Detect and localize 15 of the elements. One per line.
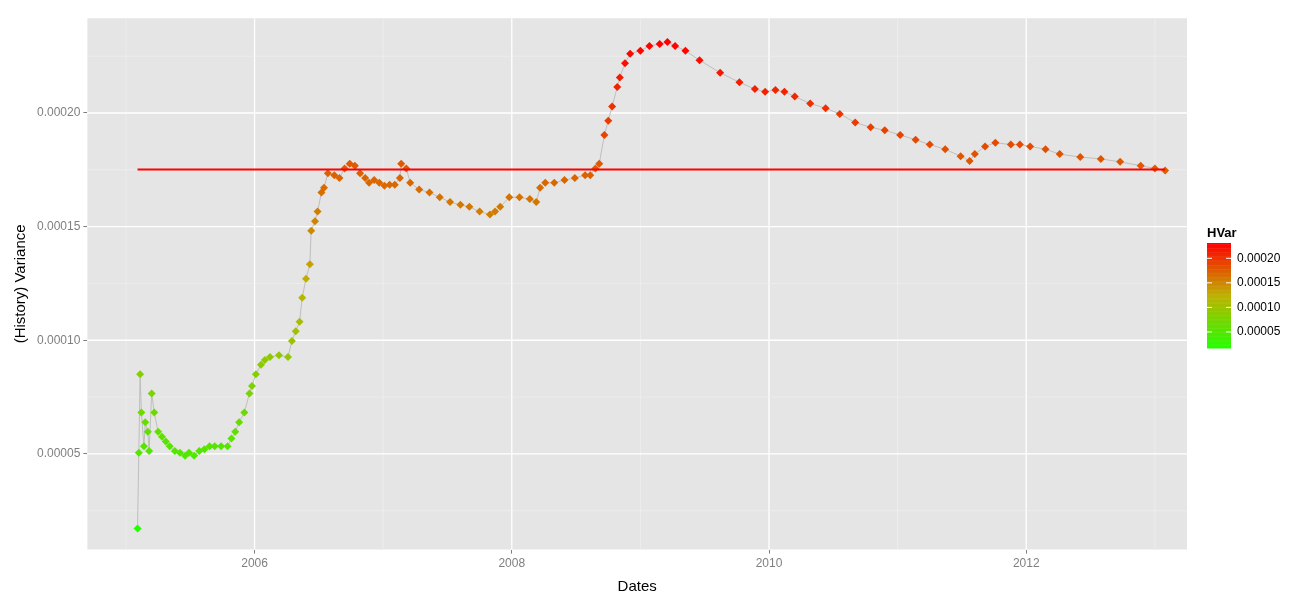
y-tick-label: 0.00020	[36, 105, 81, 120]
y-tick-label: 0.00005	[36, 446, 81, 461]
color-bar-title: HVar	[1207, 225, 1237, 240]
x-axis-title: Dates	[617, 577, 657, 595]
y-axis-title: (History) Variance	[11, 224, 29, 344]
x-tick-label: 2008	[498, 556, 526, 571]
y-tick-label: 0.00010	[36, 332, 81, 347]
x-tick-label: 2012	[1012, 556, 1040, 571]
color-bar-label: 0.00015	[1237, 275, 1281, 290]
color-bar-label: 0.00005	[1237, 324, 1281, 339]
x-tick-label: 2010	[755, 556, 783, 571]
color-bar-label: 0.00010	[1237, 299, 1281, 314]
x-tick-label: 2006	[241, 556, 269, 571]
color-bar-label: 0.00020	[1237, 250, 1281, 265]
y-tick-label: 0.00015	[36, 218, 81, 233]
